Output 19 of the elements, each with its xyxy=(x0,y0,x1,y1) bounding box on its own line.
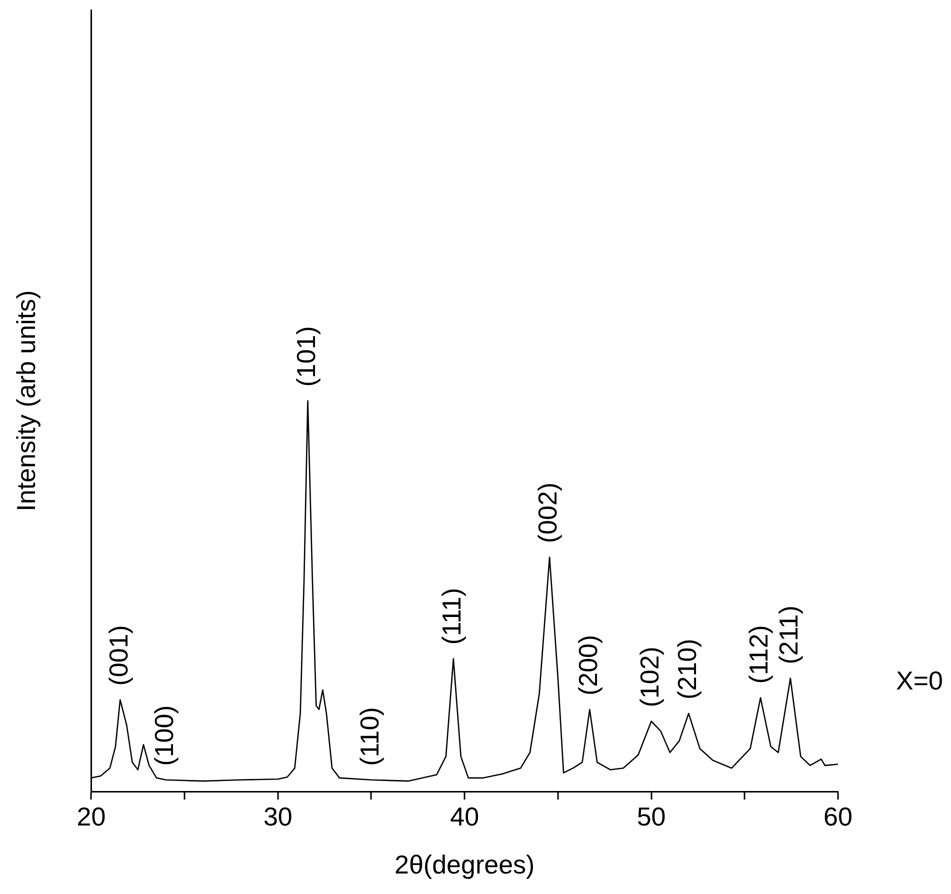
annotation: (200) xyxy=(572,634,603,696)
x-axis-title: 2θ(degrees) xyxy=(394,850,535,880)
annotation: (211) xyxy=(774,605,804,664)
x-tick-label: 20 xyxy=(76,801,106,832)
annotation: (102) xyxy=(634,646,664,708)
x-tick-label: 50 xyxy=(636,801,666,832)
annotation: (002) xyxy=(532,482,563,544)
y-axis-title: Intensity (arb units) xyxy=(10,290,41,512)
x-tick-label: 30 xyxy=(263,801,292,832)
annotation: (001) xyxy=(103,625,134,686)
annotation: (210) xyxy=(672,638,702,700)
annotation: (112) xyxy=(744,625,774,684)
x-tick-label: 60 xyxy=(824,801,852,832)
text: X=0 xyxy=(896,665,943,696)
annotation: (110) xyxy=(354,707,384,766)
x-tick-label: 40 xyxy=(450,801,480,832)
annotation: (111) xyxy=(436,588,467,645)
annotation: (100) xyxy=(149,705,180,766)
annotation: (101) xyxy=(290,326,321,387)
